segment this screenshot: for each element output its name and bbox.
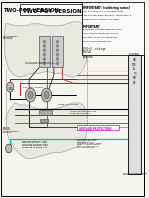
Polygon shape	[6, 103, 87, 158]
Circle shape	[44, 58, 45, 60]
Bar	[40, 119, 48, 122]
Circle shape	[44, 45, 45, 47]
Text: TWO-POT VERSION: TWO-POT VERSION	[23, 9, 82, 14]
Bar	[128, 55, 141, 174]
Text: Some functions may not
be for potman here: Some functions may not be for potman her…	[70, 111, 96, 114]
Text: VOL: VOL	[9, 87, 14, 91]
Text: ground and separate one.: ground and separate one.	[83, 41, 112, 42]
Text: VOL  TOL  SHIELD: VOL TOL SHIELD	[22, 87, 43, 88]
Bar	[52, 36, 63, 67]
Circle shape	[57, 62, 58, 65]
Circle shape	[57, 40, 58, 43]
Text: Separate anti-static
protector and anti-
static wrist, can
use, find a signal ar: Separate anti-static protector and anti-…	[77, 139, 101, 148]
Text: TWO-POT VERSION: TWO-POT VERSION	[3, 8, 59, 13]
Text: TONE CAPACITOR: TONE CAPACITOR	[58, 104, 78, 105]
Text: IMPORTANT: (soldering notes): IMPORTANT: (soldering notes)	[83, 6, 130, 10]
Circle shape	[57, 58, 58, 60]
Circle shape	[25, 88, 36, 102]
Circle shape	[7, 82, 14, 92]
Circle shape	[44, 91, 49, 99]
Text: GROUND PROTECTION: GROUND PROTECTION	[79, 127, 111, 131]
Text: All shields connect to
pot bodies and to ground: All shields connect to pot bodies and to…	[25, 61, 55, 64]
Text: IMPORTANT: IMPORTANT	[83, 25, 101, 29]
Circle shape	[57, 45, 58, 47]
Text: SHIELD
(ground): SHIELD (ground)	[83, 50, 94, 59]
Text: Bridge must be grounded to a wire: Bridge must be grounded to a wire	[83, 29, 122, 30]
Text: Run then connect to guitar pot: Run then connect to guitar pot	[83, 37, 117, 38]
Text: connected to guitar pot ground.: connected to guitar pot ground.	[83, 33, 118, 34]
Text: solder and all meets if confused.: solder and all meets if confused.	[83, 19, 119, 20]
Circle shape	[44, 40, 45, 43]
Text: One pot optional. Can
replace two pot. If two
pots: just connect the 2
full wire: One pot optional. Can replace two pot. I…	[22, 141, 48, 148]
Text: SH1+2    volu+ge: SH1+2 volu+ge	[83, 47, 105, 50]
Bar	[39, 110, 52, 115]
Text: Sld. a 3-5mm, 1-2 in on switch flow.: Sld. a 3-5mm, 1-2 in on switch flow.	[83, 11, 123, 12]
Text: Switch to connect with
accessories included.: Switch to connect with accessories inclu…	[123, 172, 147, 175]
Circle shape	[57, 49, 58, 51]
Circle shape	[6, 144, 12, 153]
Bar	[39, 36, 49, 67]
Circle shape	[57, 53, 58, 56]
Circle shape	[28, 91, 33, 99]
Circle shape	[44, 62, 45, 65]
Text: Pickup
switch
for 000
recommended
for here: Pickup switch for 000 recommended for he…	[3, 127, 19, 133]
Bar	[77, 125, 119, 130]
Bar	[20, 4, 82, 15]
Polygon shape	[4, 22, 87, 77]
Text: Use 4 solder braid. Remove internal switch: Use 4 solder braid. Remove internal swit…	[83, 15, 131, 16]
Circle shape	[44, 53, 45, 56]
Text: SUSTAIN
IAC
STE
EL
TH
MO
DE: SUSTAIN IAC STE EL TH MO DE	[129, 53, 140, 85]
Circle shape	[44, 49, 45, 51]
Text: Pickup wires
must be
shielded: Pickup wires must be shielded	[3, 36, 18, 39]
Bar	[82, 2, 144, 55]
Circle shape	[41, 88, 52, 102]
